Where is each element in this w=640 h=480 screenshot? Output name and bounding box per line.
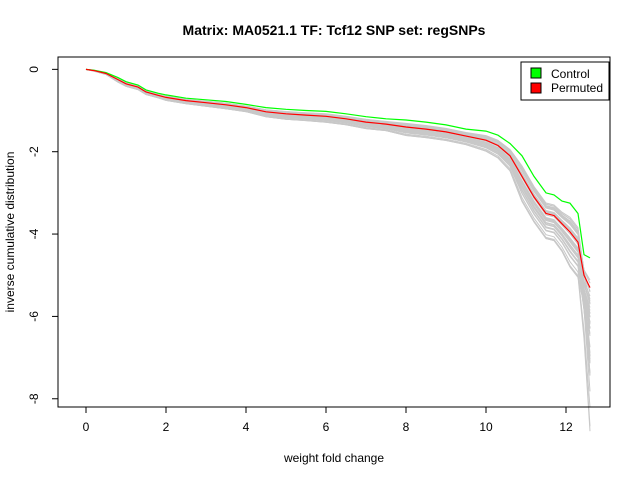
legend-swatch-permuted [530,82,542,94]
permuted-sample-line [85,68,591,305]
permuted-sample-line [85,68,591,323]
legend-label-control: Control [551,67,590,81]
permuted-sample-line [85,68,591,336]
permuted-sample-line [85,68,591,314]
permuted-sample-line [85,68,591,408]
x-tick-label: 6 [323,420,330,434]
x-axis-label: weight fold change [283,451,384,465]
permuted-sample-line [85,68,591,427]
legend-label-permuted: Permuted [551,81,603,95]
series-line-permuted [85,68,591,288]
x-tick-label: 8 [403,420,410,434]
permuted-sample-line [85,68,591,323]
permuted-sample-line [85,68,591,328]
permuted-sample-line [85,68,591,300]
permuted-sample-line [85,68,591,293]
legend: Control Permuted [520,61,610,101]
y-axis: 0 -2 -4 -6 -8 [27,66,59,404]
y-tick-label: 0 [27,66,41,73]
y-tick-label: -6 [27,311,41,322]
x-tick-label: 10 [479,420,493,434]
permuted-sample-line [85,68,591,353]
permuted-sample-line [85,68,591,334]
x-tick-label: 0 [83,420,90,434]
y-tick-label: -2 [27,146,41,157]
plot-frame [57,56,611,408]
y-axis-label: inverse cumulative distribution [3,152,17,313]
permuted-sample-line [85,68,591,325]
y-tick-label: -4 [27,228,41,239]
permuted-sample-line [85,68,591,304]
permuted-sample-line [85,68,591,360]
permuted-sample-line [85,68,591,311]
permuted-sample-line [85,68,591,323]
permuted-sample-line [85,68,591,348]
permuted-sample-line [85,68,591,308]
series-group [85,68,591,288]
permuted-sample-line [85,68,591,317]
x-tick-label: 4 [243,420,250,434]
y-tick-label: -8 [27,393,41,404]
legend-swatch-control [530,67,542,79]
x-tick-label: 12 [559,420,573,434]
series-line-control [85,68,591,259]
permuted-sample-line [85,68,591,303]
permuted-sample-line [85,68,591,302]
x-tick-label: 2 [163,420,170,434]
permuted-sample-line [85,68,591,318]
permuted-lines-group [85,68,591,432]
permuted-sample-line [85,68,591,329]
permuted-sample-line [85,68,591,329]
x-axis: 0 2 4 6 8 10 12 [83,406,573,434]
permuted-sample-line [85,68,591,314]
chart-title: Matrix: MA0521.1 TF: Tcf12 SNP set: regS… [183,22,486,38]
permuted-sample-line [85,68,591,364]
